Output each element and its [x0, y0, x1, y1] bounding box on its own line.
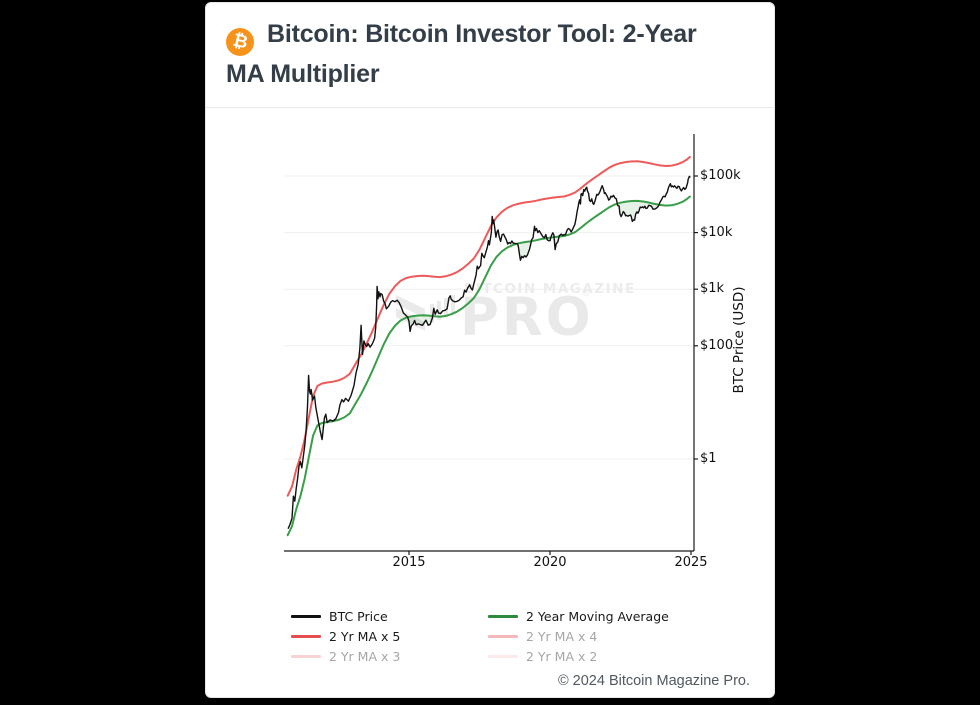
x-tick-label: 2020: [533, 555, 567, 570]
chart-plot: BITCOIN MAGAZINE PRO ®: [284, 134, 698, 555]
chart-series: [286, 155, 691, 537]
axes: [284, 134, 698, 555]
y-axis-title: BTC Price (USD): [731, 286, 747, 394]
bitcoin-icon: ₿: [226, 27, 254, 56]
legend-label: 2 Yr MA x 3: [329, 649, 401, 664]
legend-item-btc-price[interactable]: BTC Price: [291, 609, 488, 624]
y-tick-label: $1k: [700, 281, 725, 297]
chart-card: ₿ Bitcoin: Bitcoin Investor Tool: 2-Year …: [205, 2, 775, 698]
legend-label: BTC Price: [329, 609, 388, 624]
btc-price-line: [287, 175, 691, 529]
ma-2yr-line: [286, 195, 691, 537]
legend-label: 2 Yr MA x 2: [526, 649, 598, 664]
legend-item-2-yr-ma-x-5[interactable]: 2 Yr MA x 5: [291, 629, 488, 644]
legend-label: 2 Year Moving Average: [526, 609, 669, 624]
legend-swatch: [291, 635, 321, 638]
legend-swatch: [488, 655, 518, 658]
legend-label: 2 Yr MA x 4: [526, 629, 598, 644]
card-header: ₿ Bitcoin: Bitcoin Investor Tool: 2-Year …: [206, 3, 774, 108]
legend-item-2-yr-ma-x-2[interactable]: 2 Yr MA x 2: [488, 649, 669, 664]
x-tick-label: 2025: [674, 555, 708, 570]
copyright-text: © 2024 Bitcoin Magazine Pro.: [557, 673, 750, 689]
legend-swatch: [291, 655, 321, 658]
y-tick-label: $1: [700, 451, 717, 466]
x-tick-label: 2015: [392, 555, 426, 570]
legend-swatch: [488, 615, 518, 618]
gridlines: [284, 175, 694, 460]
page-title: ₿ Bitcoin: Bitcoin Investor Tool: 2-Year …: [226, 16, 726, 93]
page-title-text: Bitcoin: Bitcoin Investor Tool: 2-Year M…: [226, 20, 697, 88]
chart-legend: BTC Price 2 Year Moving Average 2 Yr MA x …: [291, 609, 669, 664]
legend-item-2-year-moving-average[interactable]: 2 Year Moving Average: [488, 609, 669, 624]
ma-x5-line: [286, 155, 691, 497]
legend-swatch: [291, 615, 321, 618]
watermark-text-magazine: BITCOIN MAGAZINE: [464, 281, 636, 297]
y-tick-label: $10k: [700, 224, 733, 240]
legend-item-2-yr-ma-x-4[interactable]: 2 Yr MA x 4: [488, 629, 669, 644]
watermark-logo: BITCOIN MAGAZINE PRO ®: [396, 281, 636, 348]
watermark-text-pro: PRO: [460, 287, 594, 348]
bmp-logo-icon: [396, 295, 455, 331]
legend-swatch: [488, 635, 518, 638]
watermark-registered-icon: ®: [581, 288, 591, 299]
y-tick-label: $100: [700, 337, 734, 353]
legend-item-2-yr-ma-x-3[interactable]: 2 Yr MA x 3: [291, 649, 488, 664]
y-tick-label: $100k: [700, 168, 741, 183]
legend-label: 2 Yr MA x 5: [329, 629, 401, 644]
